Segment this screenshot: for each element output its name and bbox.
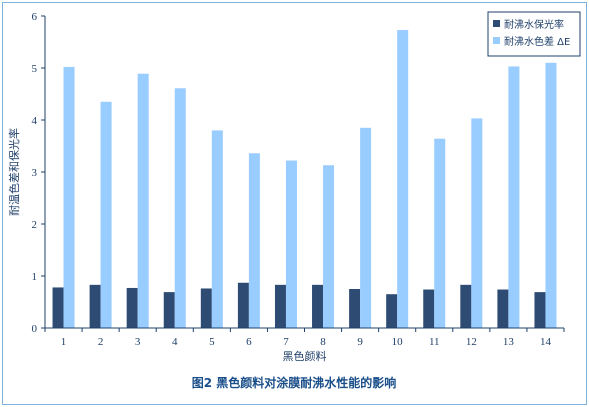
y-tick-label: 2	[32, 219, 38, 231]
bar-series-0-cat-13	[497, 289, 509, 328]
bar-series-0-cat-1	[52, 287, 64, 328]
bar-series-0-cat-11	[423, 289, 435, 328]
y-tick-label: 0	[32, 323, 38, 335]
bar-series-1-cat-2	[100, 101, 112, 328]
bar-series-1-cat-13	[508, 66, 520, 328]
bar-series-1-cat-6	[248, 153, 260, 328]
x-tick-label: 6	[246, 336, 252, 348]
x-tick-label: 1	[61, 336, 67, 348]
bar-series-1-cat-10	[397, 30, 409, 328]
legend-swatch-series-0	[493, 20, 500, 27]
x-axis-title: 黑色颜料	[283, 349, 327, 363]
x-tick-label: 7	[283, 336, 289, 348]
legend-swatch-series-1	[493, 37, 500, 44]
y-tick-label: 3	[32, 167, 38, 179]
x-tick-label: 12	[466, 336, 477, 348]
bar-series-1-cat-11	[434, 138, 446, 328]
legend: 耐沸水保光率 耐沸水色差 ΔE	[487, 11, 581, 57]
bar-series-1-cat-14	[545, 62, 557, 329]
bar-series-0-cat-14	[534, 292, 546, 328]
bar-series-0-cat-10	[386, 294, 398, 328]
x-tick-label: 11	[429, 336, 440, 348]
bar-series-0-cat-6	[237, 282, 249, 328]
x-tick-label: 10	[392, 336, 404, 348]
bar-series-0-cat-2	[89, 284, 101, 328]
bar-series-1-cat-7	[285, 160, 297, 328]
x-tick-label: 4	[172, 336, 178, 348]
x-tick-label: 2	[98, 336, 104, 348]
x-tick-label: 3	[135, 336, 141, 348]
y-tick-label: 4	[32, 115, 38, 127]
bar-series-1-cat-5	[211, 130, 223, 328]
y-tick-label: 6	[32, 11, 38, 23]
bar-series-0-cat-9	[349, 289, 361, 328]
bar-series-0-cat-5	[200, 288, 212, 328]
x-tick-label: 13	[503, 336, 515, 348]
bar-series-1-cat-3	[137, 73, 149, 328]
bar-series-0-cat-3	[126, 287, 138, 328]
x-tick-label: 14	[540, 336, 552, 348]
bar-series-1-cat-1	[63, 66, 75, 329]
x-tick-label: 9	[357, 336, 363, 348]
bar-series-0-cat-4	[163, 292, 175, 328]
y-tick-label: 5	[32, 63, 38, 75]
x-tick-label: 5	[209, 336, 215, 348]
bar-series-1-cat-12	[471, 118, 483, 328]
bar-series-1-cat-8	[323, 165, 335, 328]
bars-group	[52, 30, 557, 329]
bar-series-0-cat-12	[460, 284, 472, 328]
legend-box	[487, 11, 581, 57]
y-tick-label: 1	[32, 271, 38, 283]
legend-label-series-1: 耐沸水色差 ΔE	[504, 35, 570, 48]
figure-caption: 图2 黑色颜料对涂膜耐沸水性能的影响	[192, 375, 397, 390]
bar-series-0-cat-8	[312, 284, 324, 328]
x-tick-label: 8	[320, 336, 326, 348]
y-axis-title: 耐温色差和保光率	[7, 128, 21, 216]
legend-label-series-0: 耐沸水保光率	[504, 18, 564, 31]
bar-series-1-cat-9	[360, 127, 372, 328]
bar-series-1-cat-4	[174, 88, 186, 328]
bar-series-0-cat-7	[274, 284, 286, 328]
